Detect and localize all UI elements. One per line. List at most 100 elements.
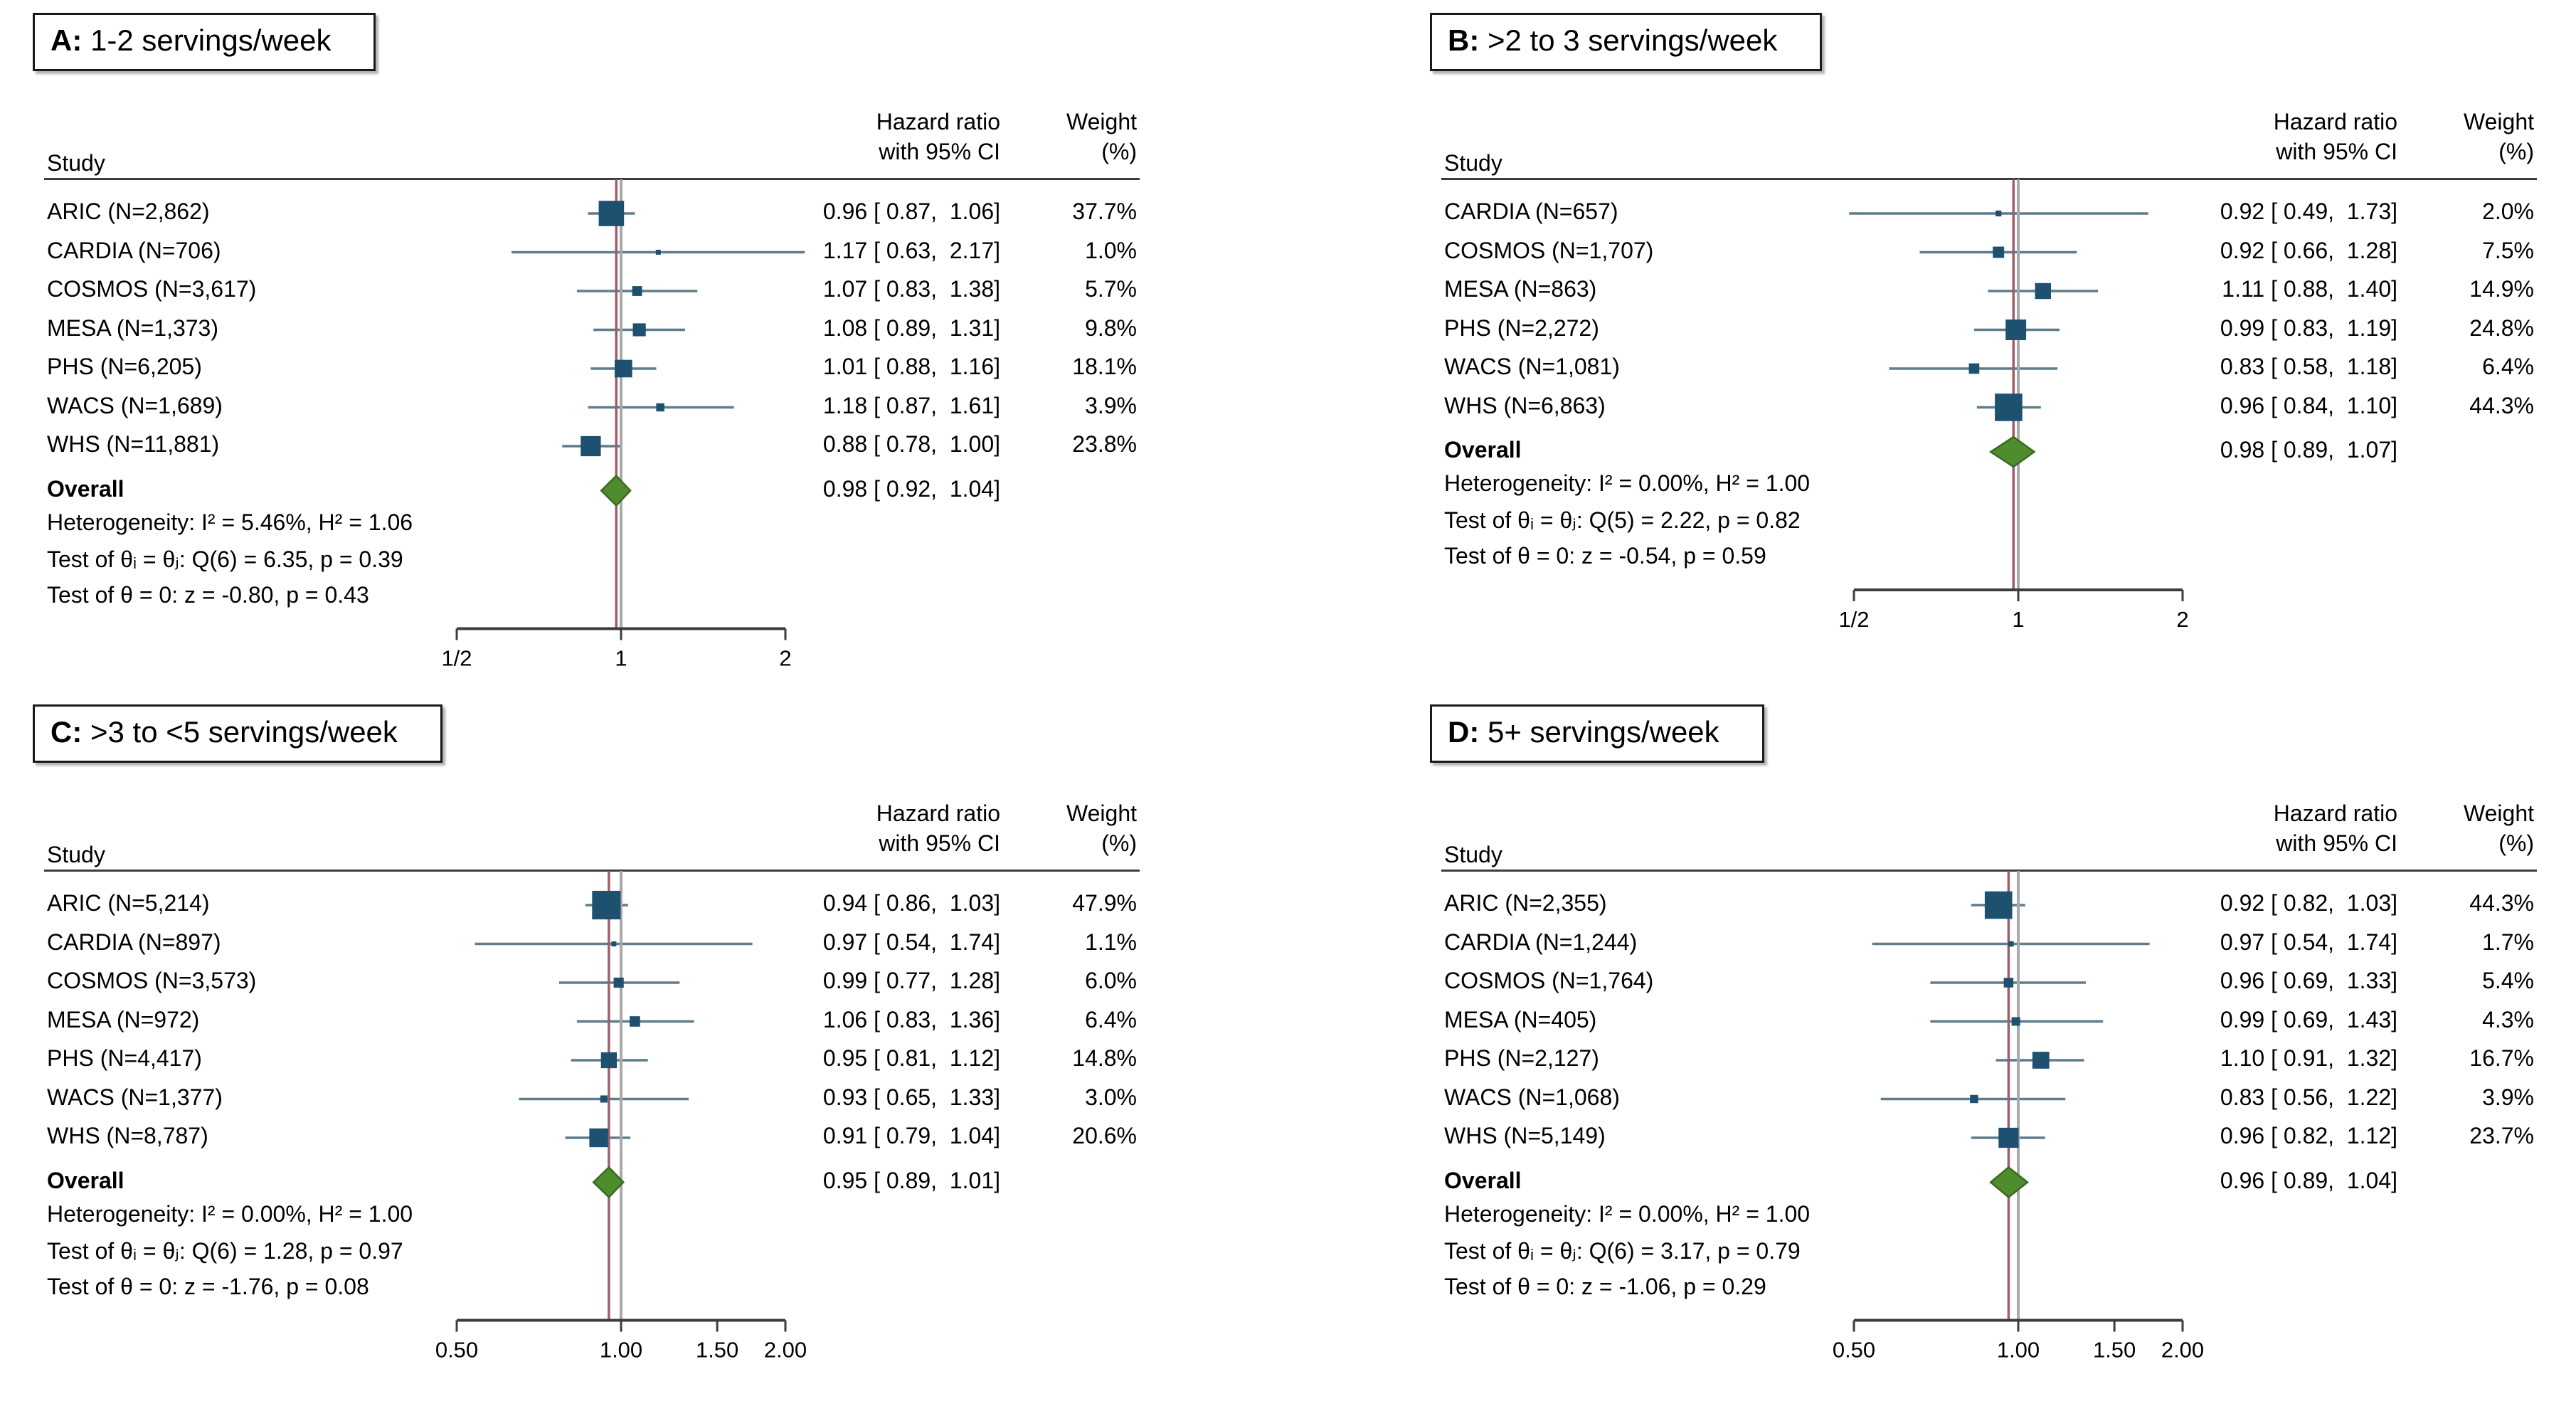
hr-ci-value: 0.95 [ 0.81, 1.12] [822, 1045, 1000, 1071]
weight-value: 1.0% [1085, 237, 1137, 263]
study-label: CARDIA (N=897) [47, 929, 221, 955]
weight-value: 23.7% [2469, 1123, 2534, 1148]
panel-title-box: B: >2 to 3 servings/week [1430, 13, 1823, 71]
axis-tick-label: 1.00 [600, 1338, 642, 1363]
hr-ci-value: 0.91 [ 0.79, 1.04] [822, 1123, 1000, 1148]
effect-square [656, 403, 664, 412]
stat-line: Heterogeneity: I² = 0.00%, H² = 1.00 [1444, 1200, 1811, 1227]
hr-ci-value: 1.17 [ 0.63, 2.17] [822, 237, 1000, 263]
weight-value: 18.1% [1072, 354, 1137, 379]
study-column-header: Study [1444, 842, 1502, 867]
effect-square [655, 250, 661, 255]
weight-value: 7.5% [2482, 237, 2534, 263]
study-label: WACS (N=1,689) [47, 392, 223, 418]
hr-ci-value: 0.99 [ 0.69, 1.43] [2220, 1006, 2397, 1032]
hr-ci-value: 1.08 [ 0.89, 1.31] [822, 315, 1000, 341]
panel-letter: D: [1448, 715, 1480, 749]
overall-hr-ci-value: 0.96 [ 0.89, 1.04] [2220, 1167, 2397, 1193]
overall-label: Overall [47, 475, 124, 502]
study-label: PHS (N=2,127) [1444, 1045, 1599, 1071]
stat-line: Test of θ = 0: z = -1.76, p = 0.08 [47, 1273, 369, 1299]
overall-hr-ci-value: 0.95 [ 0.89, 1.01] [822, 1167, 1000, 1193]
hr-ci-value: 0.88 [ 0.78, 1.00] [822, 431, 1000, 457]
hr-column-header-line1: Hazard ratio [2273, 109, 2397, 134]
study-label: COSMOS (N=3,617) [47, 276, 257, 302]
weight-column-header: Weight (%) [2464, 798, 2534, 858]
hr-ci-value: 0.96 [ 0.82, 1.12] [2220, 1123, 2397, 1148]
effect-square [592, 890, 621, 920]
effect-square [632, 323, 646, 337]
weight-column-header-line1: Weight [2463, 801, 2534, 826]
effect-square [2035, 282, 2051, 300]
weight-column-header: Weight (%) [1066, 798, 1137, 858]
weight-value: 44.3% [2469, 890, 2534, 916]
panel-d-5plus-servings: D: 5+ servings/week Study Hazard ratio with… [1430, 704, 2547, 1388]
study-label: PHS (N=4,417) [47, 1045, 202, 1071]
hr-ci-value: 0.96 [ 0.69, 1.33] [2220, 968, 2397, 993]
weight-column-header-line2: (%) [2498, 139, 2534, 165]
weight-value: 1.7% [2482, 929, 2534, 955]
weight-column-header-line1: Weight [1066, 801, 1137, 826]
weight-value: 44.3% [2469, 392, 2534, 418]
overall-diamond [592, 1166, 625, 1199]
weight-column-header: Weight (%) [1066, 107, 1137, 167]
effect-square [2005, 319, 2027, 340]
weight-value: 1.1% [1085, 929, 1137, 955]
study-label: WACS (N=1,377) [47, 1084, 223, 1110]
panel-c-3-5-servings: C: >3 to <5 servings/week Study Hazard rat… [33, 704, 1150, 1388]
weight-column-header-line2: (%) [1101, 139, 1137, 165]
weight-column-header-line2: (%) [2498, 830, 2534, 857]
weight-value: 5.7% [1085, 276, 1137, 302]
study-label: COSMOS (N=1,764) [1444, 968, 1654, 993]
effect-square [1993, 246, 2005, 258]
overall-hr-ci-value: 0.98 [ 0.89, 1.07] [2220, 437, 2397, 463]
study-column-header: Study [47, 842, 105, 867]
hr-column-header-line1: Hazard ratio [2273, 801, 2397, 826]
hr-ci-value: 0.92 [ 0.49, 1.73] [2220, 199, 2397, 224]
effect-square [1984, 891, 2013, 919]
weight-column-header: Weight (%) [2464, 107, 2534, 167]
study-label: COSMOS (N=3,573) [47, 968, 257, 993]
axis-tick-label: 1.50 [2093, 1338, 2136, 1363]
panel-letter: A: [51, 23, 83, 57]
hr-column-header: Hazard ratio with 95% CI [876, 107, 1000, 167]
effect-square [2032, 1052, 2050, 1069]
panel-title: 5+ servings/week [1488, 715, 1719, 749]
hr-column-header: Hazard ratio with 95% CI [2274, 798, 2397, 858]
study-label: PHS (N=2,272) [1444, 315, 1599, 341]
stat-line: Test of θᵢ = θⱼ: Q(6) = 6.35, p = 0.39 [47, 546, 403, 572]
axis-tick-label: 1/2 [441, 646, 472, 671]
overall-diamond [1989, 1166, 2030, 1199]
weight-value: 14.8% [1072, 1045, 1137, 1071]
stat-line: Heterogeneity: I² = 0.00%, H² = 1.00 [47, 1200, 413, 1227]
study-label: MESA (N=405) [1444, 1006, 1597, 1032]
hr-column-header-line2: with 95% CI [879, 139, 1000, 165]
header-rule [1441, 870, 2537, 872]
panel-title-box: C: >3 to <5 servings/week [33, 704, 442, 763]
study-label: WACS (N=1,068) [1444, 1084, 1620, 1110]
weight-value: 3.0% [1085, 1084, 1137, 1110]
weight-value: 6.4% [1085, 1006, 1137, 1032]
study-label: WHS (N=6,863) [1444, 392, 1606, 418]
header-rule [1441, 178, 2537, 180]
overall-diamond [600, 474, 632, 507]
weight-value: 2.0% [2482, 199, 2534, 224]
effect-square [598, 201, 625, 226]
overall-hr-ci-value: 0.98 [ 0.92, 1.04] [822, 475, 1000, 502]
panel-title-box: D: 5+ servings/week [1430, 704, 1764, 763]
axis-tick-label: 0.50 [1833, 1338, 1875, 1363]
study-label: CARDIA (N=1,244) [1444, 929, 1638, 955]
study-label: ARIC (N=5,214) [47, 890, 210, 916]
hr-ci-value: 0.99 [ 0.77, 1.28] [822, 968, 1000, 993]
hr-ci-value: 0.92 [ 0.66, 1.28] [2220, 237, 2397, 263]
study-label: COSMOS (N=1,707) [1444, 237, 1654, 263]
hr-ci-value: 0.83 [ 0.58, 1.18] [2220, 354, 2397, 379]
study-label: ARIC (N=2,355) [1444, 890, 1607, 916]
weight-value: 6.4% [2482, 354, 2534, 379]
hr-ci-value: 0.99 [ 0.83, 1.19] [2220, 315, 2397, 341]
weight-value: 24.8% [2469, 315, 2534, 341]
axis-tick-label: 0.50 [435, 1338, 478, 1363]
axis-tick-label: 2 [2176, 607, 2188, 632]
axis-tick-label: 1 [2012, 607, 2024, 632]
effect-square [2011, 1017, 2020, 1026]
